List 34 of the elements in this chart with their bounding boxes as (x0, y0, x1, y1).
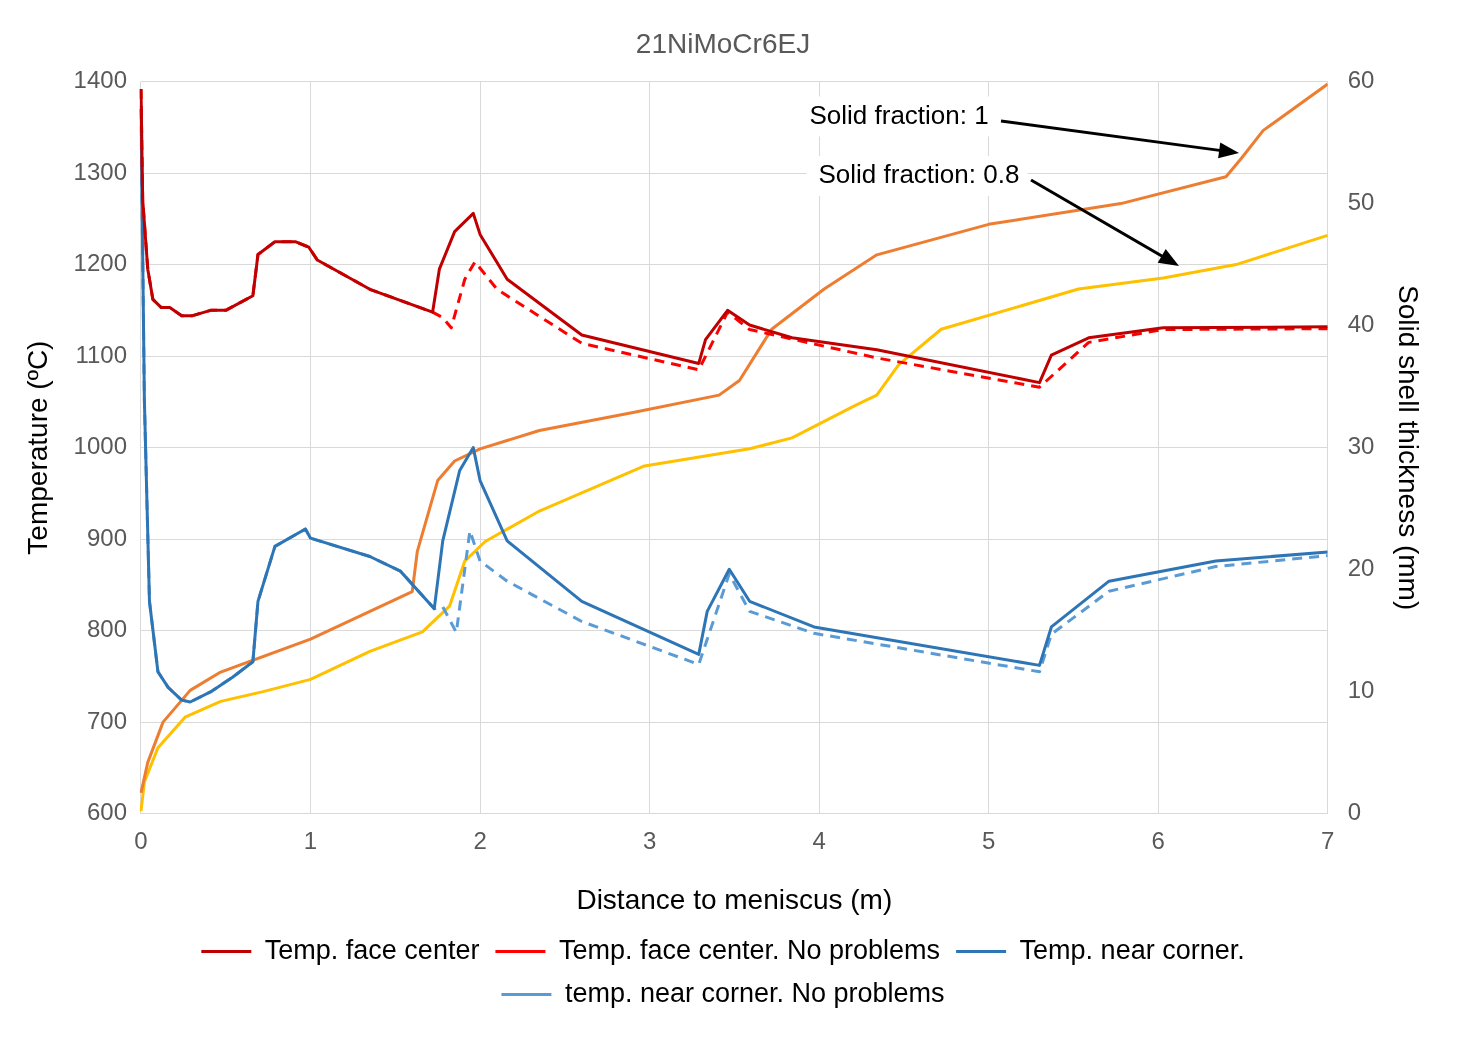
x-tick-label: 5 (981, 826, 996, 854)
y-tick-label: 1100 (75, 340, 127, 368)
y2-tick-label: 60 (1347, 66, 1375, 94)
chart-title: 21NiMoCr6EJ (635, 27, 811, 59)
x-axis-title: Distance to meniscus (m) (576, 883, 893, 915)
legend-label: Temp. near corner. (1019, 934, 1245, 965)
y-tick-label: 900 (86, 523, 127, 551)
legend-label: Temp. face center. No problems (558, 934, 941, 965)
legend-label: temp. near corner. No problems (564, 977, 945, 1008)
x-tick-label: 6 (1151, 826, 1165, 854)
y2-tick-label: 30 (1347, 432, 1375, 460)
y2-tick-label: 50 (1347, 188, 1375, 216)
x-tick-label: 3 (642, 826, 657, 854)
y-axis-title: Temperature (ºC) (21, 340, 53, 555)
x-tick-label: 0 (134, 826, 148, 854)
y2-tick-label: 20 (1347, 554, 1375, 582)
y2-axis-title: Solid shell thickness (mm) (1393, 285, 1425, 611)
annotation: Solid fraction: 0.8 (818, 159, 1020, 190)
x-tick-label: 7 (1321, 826, 1335, 854)
y-tick-label: 1000 (73, 432, 127, 460)
y2-tick-label: 40 (1347, 310, 1375, 338)
y-tick-label: 1300 (73, 157, 127, 185)
y-tick-label: 800 (86, 615, 127, 643)
y-tick-label: 600 (86, 798, 127, 826)
y2-tick-label: 0 (1347, 798, 1362, 826)
y-tick-label: 700 (86, 706, 127, 734)
x-tick-label: 1 (303, 826, 318, 854)
annotation: Solid fraction: 1 (809, 99, 989, 130)
y-tick-label: 1400 (73, 66, 127, 94)
x-tick-label: 4 (812, 826, 826, 854)
x-tick-label: 2 (473, 826, 487, 854)
legend-label: Temp. face center (264, 934, 480, 965)
y2-tick-label: 10 (1347, 676, 1375, 704)
y-tick-label: 1200 (73, 249, 127, 277)
